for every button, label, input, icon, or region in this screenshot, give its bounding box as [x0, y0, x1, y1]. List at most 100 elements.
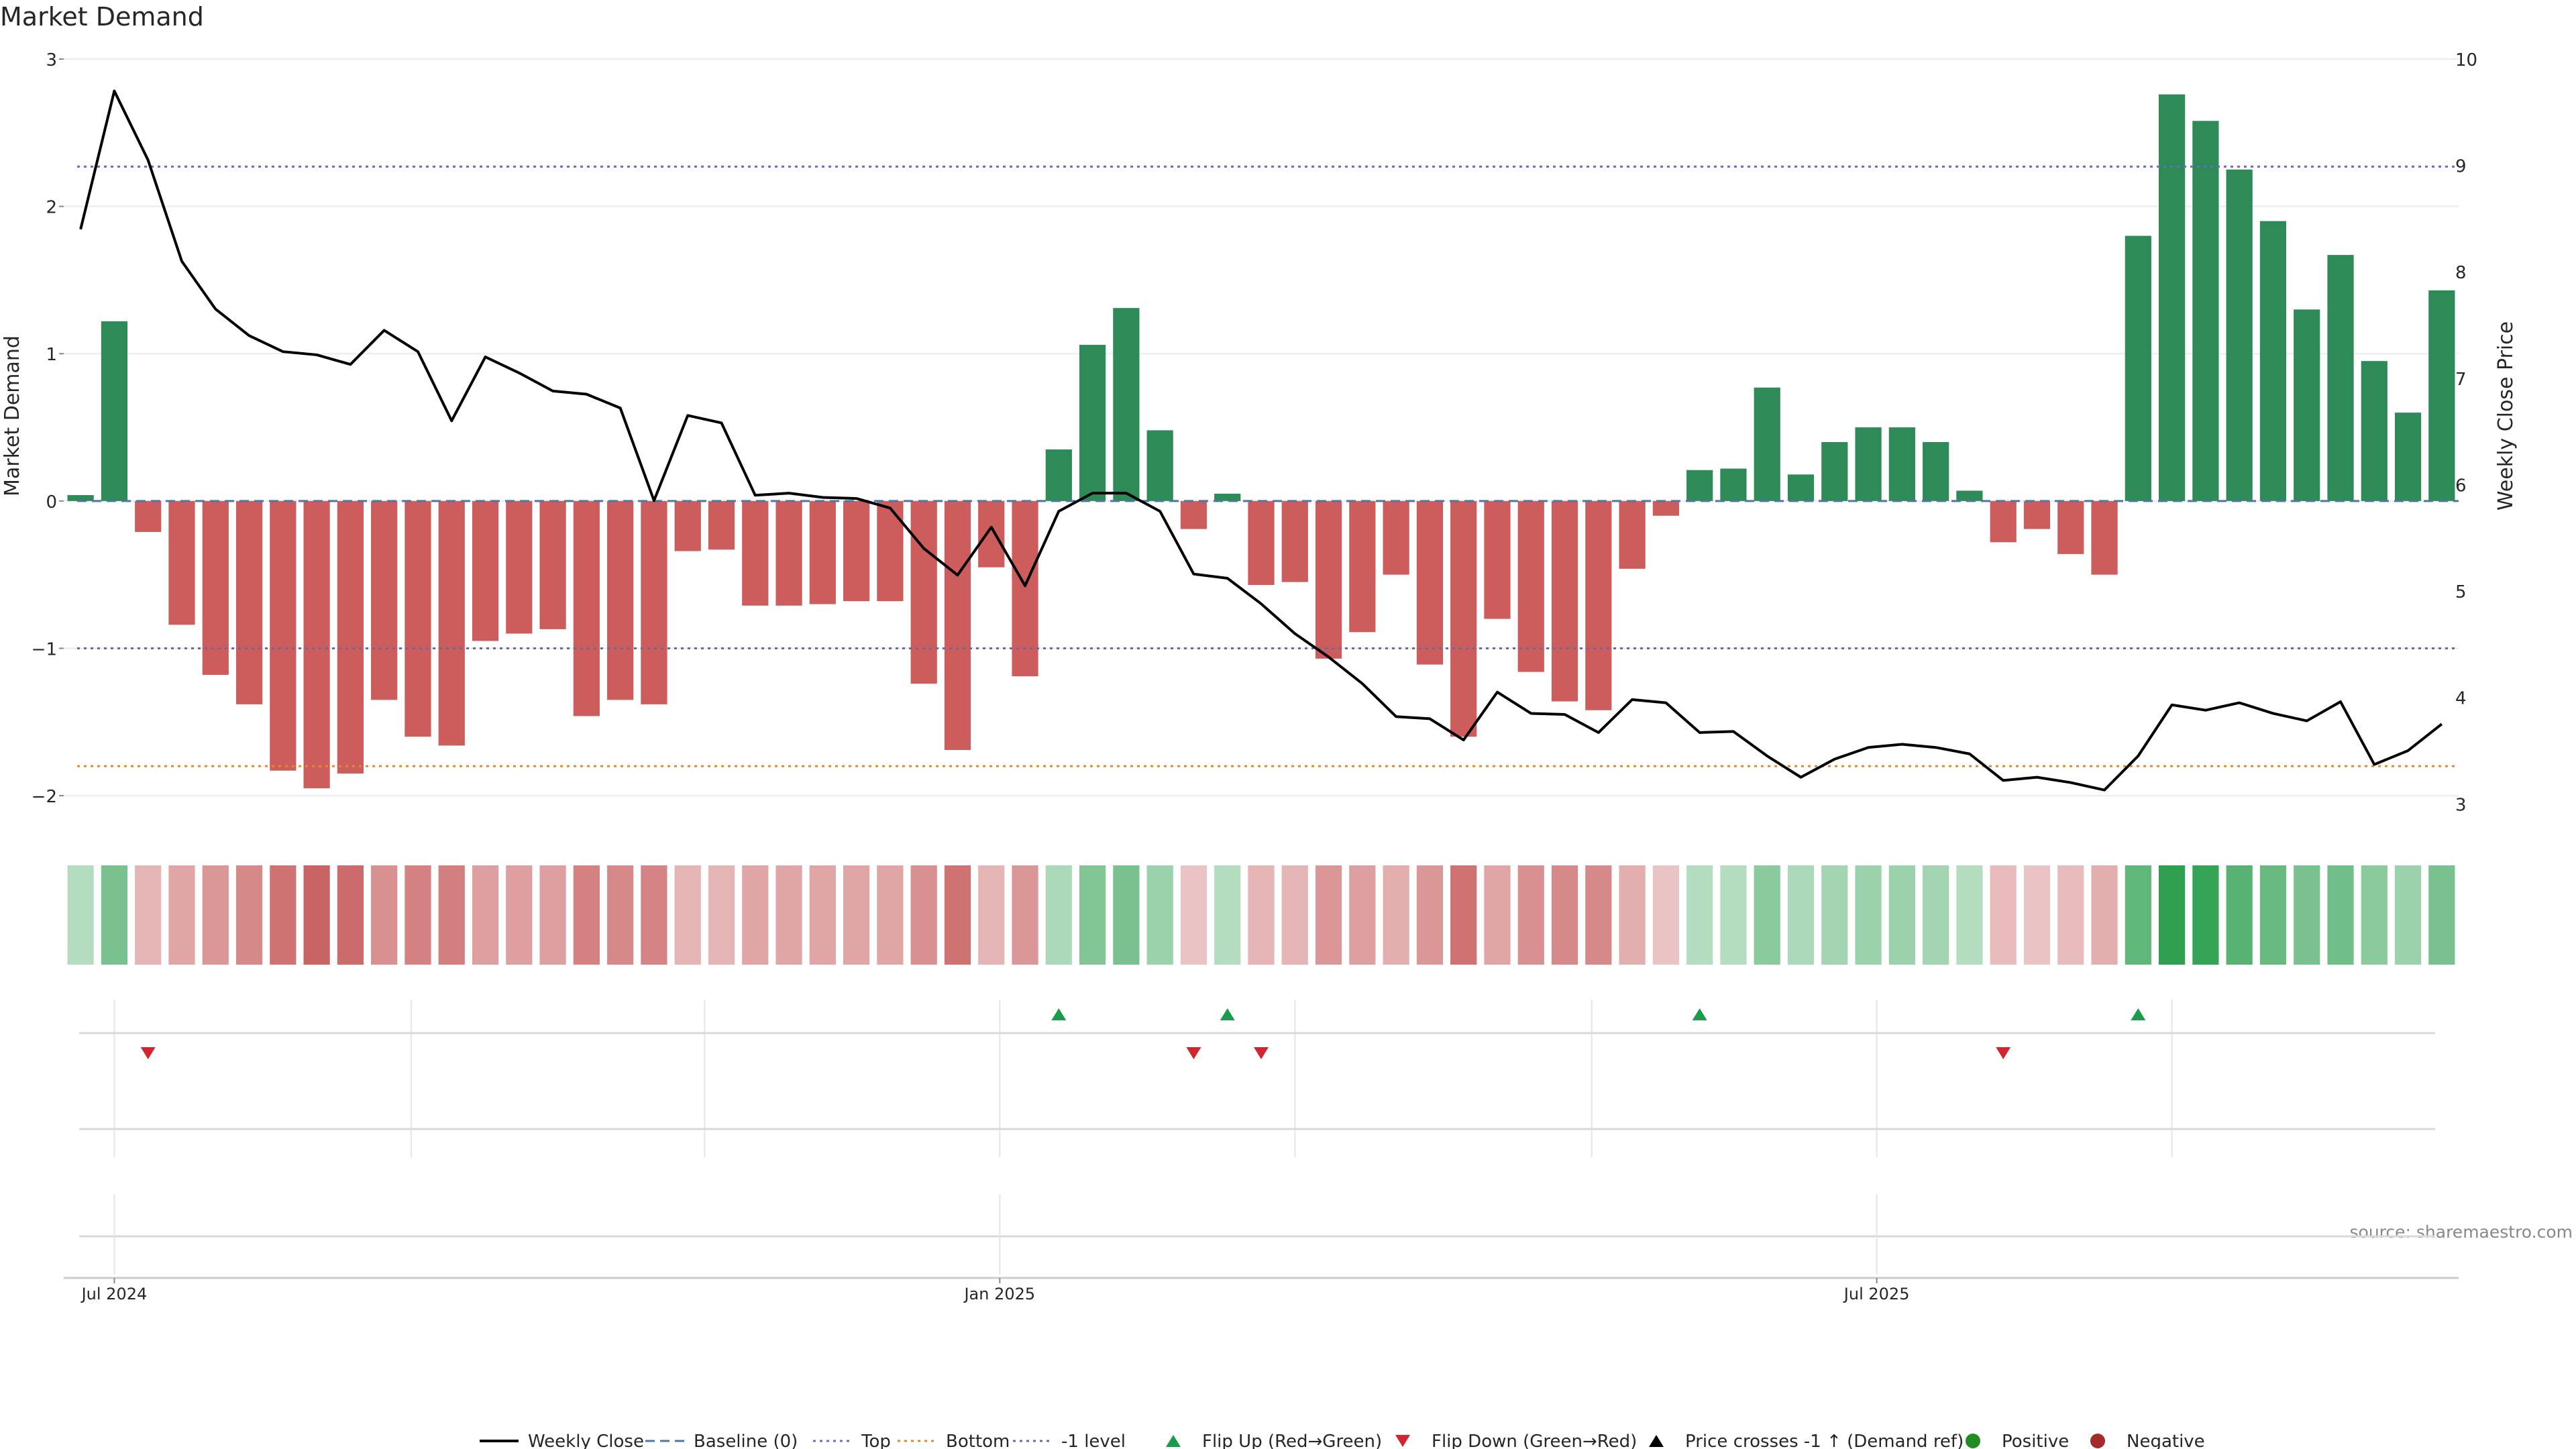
legend-item: Flip Down (Green→Red) — [1395, 1432, 1637, 1449]
strip-cell — [1855, 865, 1882, 965]
strip-cell — [270, 865, 297, 965]
y-tick-left-label: −2 — [32, 787, 57, 807]
demand-bar — [1281, 500, 1308, 582]
x-tick-label: Jul 2024 — [80, 1285, 148, 1303]
demand-bar — [1045, 449, 1072, 501]
strip-cell — [2361, 865, 2387, 965]
strip-cell — [67, 865, 94, 965]
legend-symbol — [2090, 1434, 2105, 1448]
y-tick-right-label: 8 — [2455, 263, 2467, 283]
strip-cell — [438, 865, 465, 965]
strip-cell — [843, 865, 870, 965]
strip-cell — [1484, 865, 1511, 965]
flip-up-marker — [1220, 1008, 1235, 1020]
legend-symbol — [1395, 1435, 1410, 1447]
strip-cell — [1585, 865, 1612, 965]
demand-bar — [539, 500, 566, 629]
strip-cell — [2125, 865, 2151, 965]
chart-title: Market Demand — [0, 2, 204, 32]
demand-bar — [708, 500, 735, 550]
demand-bar — [1551, 500, 1578, 702]
y-axis-right-label: Weekly Close Price — [2494, 321, 2518, 511]
legend-item: Flip Up (Red→Green) — [1166, 1432, 1382, 1449]
strip-cell — [2294, 865, 2320, 965]
y-tick-left-label: −1 — [32, 639, 57, 659]
strip-cell — [1517, 865, 1544, 965]
strip-cell — [1383, 865, 1409, 965]
demand-bars — [67, 94, 2455, 789]
legend-label: Flip Up (Red→Green) — [1202, 1432, 1382, 1449]
strip-cell — [910, 865, 937, 965]
strip-cell — [1956, 865, 1983, 965]
y-tick-left-label: 2 — [46, 198, 57, 218]
legend-item: Weekly Close — [480, 1432, 644, 1449]
legend-label: Price crosses -1 ↑ (Demand ref) — [1685, 1432, 1964, 1449]
legend-symbol — [1966, 1434, 1980, 1448]
y-tick-right-label: 3 — [2455, 795, 2467, 815]
strip-cell — [1416, 865, 1444, 965]
strip-cell — [1787, 865, 1815, 965]
strip-cell — [2091, 865, 2118, 965]
demand-bar — [607, 500, 634, 700]
legend-item: Positive — [1966, 1432, 2069, 1449]
strip-cell — [1450, 865, 1477, 965]
intensity-strip — [67, 865, 2455, 965]
strip-cell — [1045, 865, 1072, 965]
demand-bar — [371, 500, 398, 700]
demand-bar — [877, 500, 904, 602]
demand-bar — [573, 500, 600, 716]
legend: Weekly Close Baseline (0) Top Bottom -1 leve… — [480, 1432, 2205, 1449]
legend-label: -1 level — [1061, 1432, 1126, 1449]
demand-bar — [843, 500, 870, 602]
demand-bar — [775, 500, 802, 606]
legend-symbol — [1166, 1435, 1181, 1447]
strip-cell — [1686, 865, 1713, 965]
demand-bar — [2394, 413, 2422, 501]
demand-bar — [2091, 500, 2118, 575]
demand-bar — [1214, 493, 1241, 501]
demand-bar — [809, 500, 836, 604]
strip-cell — [944, 865, 971, 965]
flip-up-marker — [1051, 1008, 1067, 1020]
flip-down-marker — [1186, 1047, 1201, 1059]
demand-bar — [1416, 500, 1444, 665]
demand-bar — [1383, 500, 1409, 575]
demand-bar — [1652, 500, 1679, 516]
demand-bar — [2327, 255, 2354, 501]
demand-bar — [1787, 474, 1815, 501]
strip-cell — [1349, 865, 1376, 965]
strip-cell — [1888, 865, 1915, 965]
demand-bar — [1146, 430, 1173, 501]
strip-cell — [2023, 865, 2051, 965]
demand-bar — [472, 500, 499, 641]
demand-bar — [67, 495, 94, 501]
demand-bar — [135, 500, 162, 532]
strip-cell — [742, 865, 769, 965]
strip-cell — [2192, 865, 2219, 965]
demand-bar — [1585, 500, 1612, 710]
strip-cell — [1551, 865, 1578, 965]
strip-cell — [1315, 865, 1342, 965]
strip-cell — [1720, 865, 1747, 965]
flip-down-marker — [1996, 1047, 2011, 1059]
demand-bar — [742, 500, 769, 606]
demand-bar — [1517, 500, 1544, 672]
strip-cell — [877, 865, 904, 965]
x-tick-label: Jan 2025 — [963, 1285, 1035, 1303]
legend-item: Top — [813, 1432, 891, 1449]
demand-bar — [168, 500, 195, 625]
demand-bar — [202, 500, 229, 675]
strip-cell — [1248, 865, 1275, 965]
demand-bar — [270, 500, 297, 771]
strip-cell — [1923, 865, 1949, 965]
strip-cell — [405, 865, 431, 965]
y-tick-right-label: 10 — [2455, 50, 2477, 70]
demand-bar — [506, 500, 533, 634]
demand-bar — [2428, 290, 2455, 501]
flip-up-marker — [2131, 1008, 2146, 1020]
strip-cell — [2226, 865, 2253, 965]
demand-bar — [1990, 500, 2017, 543]
strip-cell — [1012, 865, 1038, 965]
